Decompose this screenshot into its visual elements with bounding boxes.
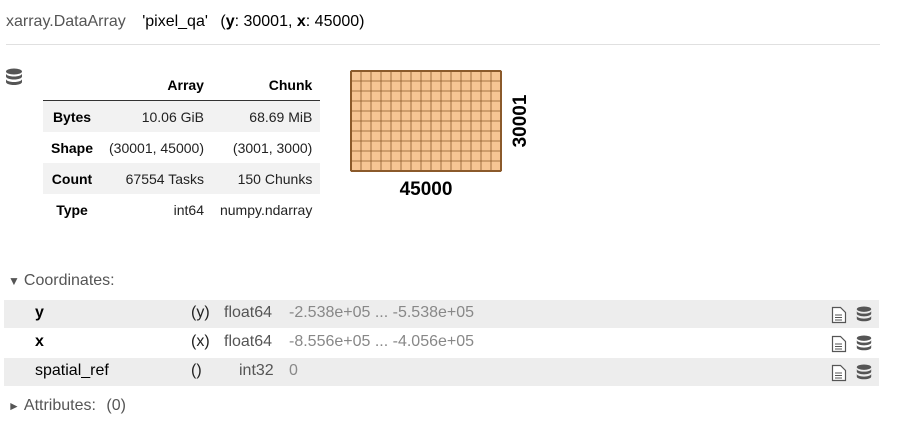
coordinate-icons — [831, 306, 873, 329]
coordinate-dtype: float64 — [224, 304, 273, 321]
table-row: Type int64 numpy.ndarray — [43, 194, 320, 225]
dim-name-x: x — [296, 13, 306, 30]
chunk-value: (3001, 3000) — [232, 139, 313, 156]
coordinate-preview: -2.538e+05 ... -5.538e+05 — [289, 304, 475, 321]
row-label: Type — [56, 201, 88, 218]
chunk-value: 150 Chunks — [237, 170, 313, 187]
expanded-triangle-icon: ▼ — [8, 274, 20, 288]
attrs-file-icon[interactable] — [831, 335, 847, 353]
coordinate-dtype: int32 — [239, 362, 274, 379]
array-value: (30001, 45000) — [109, 139, 204, 156]
array-summary-table: Array Chunk Bytes 10.06 GiB 68.69 MiB Sh… — [43, 70, 321, 225]
table-row: Shape (30001, 45000) (3001, 3000) — [43, 132, 320, 163]
table-row: Count 67554 Tasks 150 Chunks — [43, 163, 321, 194]
header-divider — [6, 44, 880, 45]
array-value: int64 — [173, 201, 204, 218]
chunk-column-header: Chunk — [211, 70, 321, 101]
chunk-grid-diagram: 45000 30001 — [350, 70, 531, 200]
corner-header — [43, 70, 102, 101]
coordinate-dims: (x) — [191, 333, 210, 350]
database-icon[interactable] — [5, 68, 23, 88]
chunk-value: numpy.ndarray — [219, 201, 313, 218]
dataarray-header: xarray.DataArray 'pixel_qa' (y: 30001, x… — [6, 13, 365, 31]
row-label: Shape — [51, 139, 94, 156]
variable-name: 'pixel_qa' — [142, 13, 208, 30]
coordinates-toggle[interactable]: ▼ Coordinates: — [8, 272, 115, 289]
table-row: Bytes 10.06 GiB 68.69 MiB — [43, 100, 321, 132]
coordinate-dtype: float64 — [224, 333, 273, 350]
coordinate-preview: -8.556e+05 ... -4.056e+05 — [289, 333, 475, 350]
y-dimension-label: 30001 — [510, 94, 531, 147]
collapsed-triangle-icon: ► — [8, 399, 20, 413]
chunk-grid-lines — [350, 70, 502, 172]
attributes-toggle[interactable]: ► Attributes: (0) — [8, 397, 126, 414]
dim-name-y: y — [225, 13, 235, 30]
x-dimension-label: 45000 — [400, 179, 453, 200]
data-repr-database-icon[interactable] — [855, 306, 873, 324]
coordinate-dims: () — [191, 362, 202, 379]
coordinate-dims: (y) — [191, 304, 210, 321]
coordinate-name: y — [35, 304, 44, 321]
coordinate-preview: 0 — [289, 362, 298, 379]
coordinate-name: x — [35, 333, 44, 350]
data-repr-database-icon[interactable] — [855, 364, 873, 382]
attributes-count: (0) — [106, 397, 126, 414]
coordinate-row-spatial-ref[interactable]: spatial_ref () int32 0 — [4, 358, 879, 386]
row-label: Bytes — [52, 108, 92, 125]
array-value: 67554 Tasks — [125, 170, 204, 187]
chunk-value: 68.69 MiB — [249, 108, 313, 125]
coordinate-icons — [831, 364, 873, 387]
coordinate-name: spatial_ref — [35, 362, 109, 379]
coordinate-row-x[interactable]: x (x) float64 -8.556e+05 ... -4.056e+05 — [4, 329, 879, 357]
dims-summary: (y: 30001, x: 45000) — [220, 13, 365, 30]
coordinate-icons — [831, 335, 873, 358]
class-name: xarray.DataArray — [6, 13, 126, 30]
data-repr-database-icon[interactable] — [855, 335, 873, 353]
array-column-header: Array — [101, 70, 212, 101]
row-label: Count — [51, 170, 93, 187]
coordinate-row-y[interactable]: y (y) float64 -2.538e+05 ... -5.538e+05 — [4, 300, 879, 328]
attrs-file-icon[interactable] — [831, 364, 847, 382]
attrs-file-icon[interactable] — [831, 306, 847, 324]
array-value: 10.06 GiB — [141, 108, 204, 125]
